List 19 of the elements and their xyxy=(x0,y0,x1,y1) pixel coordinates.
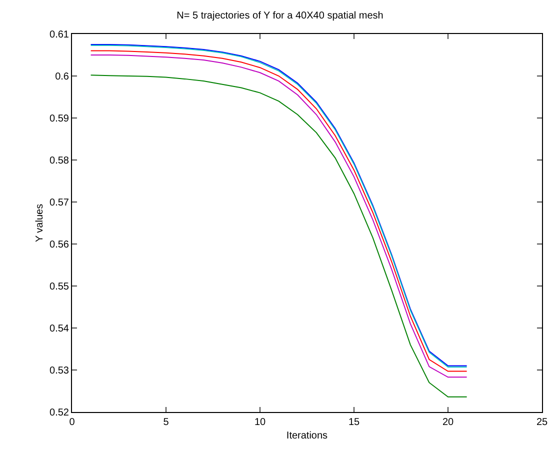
x-axis-title: Iterations xyxy=(286,430,328,442)
x-tick-label: 0 xyxy=(69,417,76,428)
y-axis-title: Y values xyxy=(34,204,46,242)
chart-title: N= 5 trajectories of Y for a 40X40 spatial mesh xyxy=(176,10,384,22)
y-tick-label: 0.61 xyxy=(50,30,70,40)
x-tick-label: 5 xyxy=(163,417,170,428)
y-tick-label: 0.56 xyxy=(50,240,70,250)
y-tick-label: 0.53 xyxy=(50,366,70,376)
x-tick-label: 25 xyxy=(536,417,548,428)
y-tick-label: 0.6 xyxy=(55,72,70,82)
y-tick-label: 0.54 xyxy=(50,324,70,334)
y-tick-label: 0.55 xyxy=(50,282,70,292)
x-tick-label: 20 xyxy=(442,417,454,428)
y-tick-label: 0.52 xyxy=(50,408,70,418)
x-tick-label: 15 xyxy=(348,417,360,428)
y-tick-label: 0.59 xyxy=(50,114,70,124)
x-tick-label: 10 xyxy=(254,417,266,428)
y-tick-label: 0.58 xyxy=(50,156,70,166)
y-tick-label: 0.57 xyxy=(50,198,70,208)
